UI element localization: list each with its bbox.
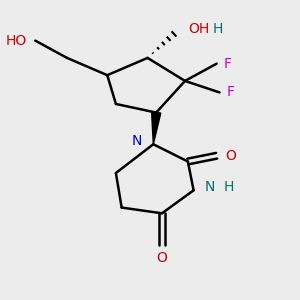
Text: HO: HO — [5, 34, 27, 48]
Text: O: O — [225, 149, 236, 163]
Text: O: O — [157, 251, 167, 265]
Text: H: H — [224, 180, 234, 194]
Text: OH: OH — [188, 22, 209, 36]
Text: F: F — [227, 85, 235, 99]
Polygon shape — [152, 112, 161, 144]
Text: N: N — [131, 134, 142, 148]
Text: H: H — [212, 22, 223, 36]
Text: N: N — [205, 180, 215, 194]
Text: F: F — [224, 57, 232, 71]
